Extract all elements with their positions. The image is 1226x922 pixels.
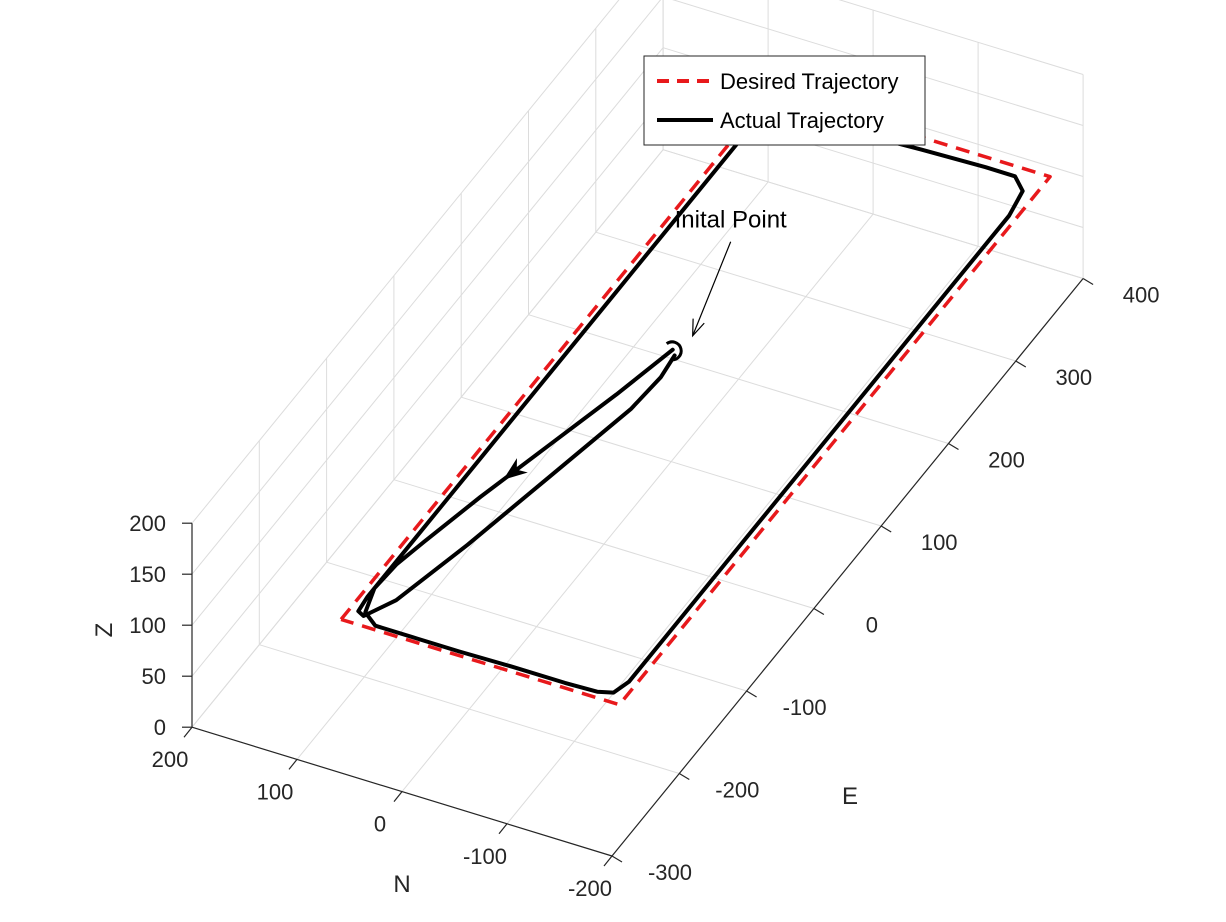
grid-lines: [191, 0, 1084, 857]
grid-line-wall-n: [191, 0, 662, 575]
legend: Desired Trajectory Actual Trajectory: [643, 55, 926, 146]
x-tick-label: -200: [568, 876, 612, 901]
initial-point-marker: [665, 340, 683, 362]
series-line-actual: [356, 116, 1025, 695]
y-tick-label: -100: [783, 695, 827, 720]
x-tick-label: 200: [152, 747, 189, 772]
z-tick-label: 0: [154, 715, 166, 740]
x-tick-mark: [498, 823, 508, 835]
grid-line-floor-n: [506, 245, 979, 825]
annotation-initial-point: Inital Point: [675, 207, 787, 234]
y-tick-label: 400: [1123, 283, 1160, 308]
z-tick-label: 150: [129, 562, 166, 587]
y-tick-label: -200: [715, 778, 759, 803]
legend-label-actual: Actual Trajectory: [720, 108, 884, 133]
grid-line-wall-n: [191, 0, 620, 524]
series-lines: [339, 89, 1052, 707]
legend-label-desired: Desired Trajectory: [720, 69, 899, 94]
grid-line-floor-n: [401, 213, 874, 792]
y-tick-mark: [880, 525, 892, 533]
grid-line-wall-n: [191, 149, 664, 728]
y-axis-line: [611, 278, 1084, 857]
annotations: Inital Point: [665, 207, 787, 362]
x-tick-label: 0: [374, 812, 386, 837]
y-tick-mark: [746, 690, 757, 698]
x-tick-mark: [393, 791, 403, 802]
z-tick-label: 50: [142, 664, 166, 689]
y-tick-label: 200: [988, 448, 1025, 473]
y-tick-mark: [1082, 277, 1094, 286]
y-tick-mark: [813, 607, 825, 616]
x-tick-label: -100: [463, 844, 507, 869]
x-axis-title: N: [393, 871, 410, 898]
y-tick-mark: [1015, 360, 1027, 368]
x-tick-mark: [183, 726, 193, 738]
legend-box: [643, 55, 926, 146]
x-tick-mark: [288, 759, 298, 770]
grid-line-wall-e: [662, 149, 1084, 279]
y-tick-label: 300: [1055, 365, 1092, 390]
y-tick-label: 0: [866, 613, 878, 638]
annotation-arrow-line: [692, 241, 732, 336]
y-axis-title: E: [842, 783, 858, 810]
grid-line-wall-n: [191, 98, 664, 677]
annotation-arrow-head: [692, 318, 705, 338]
y-tick-mark: [678, 772, 690, 781]
z-axis-title: Z: [91, 623, 118, 638]
grid-line-wall-n: [191, 47, 664, 626]
grid-line-floor-n: [296, 181, 769, 760]
series-line-desired: [339, 89, 1052, 707]
x-tick-mark: [603, 855, 613, 867]
y-tick-label: 100: [921, 530, 958, 555]
x-tick-label: 100: [257, 779, 294, 804]
axes: [191, 278, 1084, 857]
tick-labels: 200 100 0 -100 -200 -300 -200 -100 0 100 200 300 400…: [129, 277, 1160, 901]
grid-line-wall-e: [838, 0, 1084, 75]
z-tick-label: 100: [129, 613, 166, 638]
y-tick-mark: [611, 855, 623, 863]
y-tick-label: -300: [648, 860, 692, 885]
y-tick-mark: [948, 442, 959, 451]
direction-arrowhead: [503, 458, 528, 480]
z-tick-label: 200: [129, 511, 166, 536]
